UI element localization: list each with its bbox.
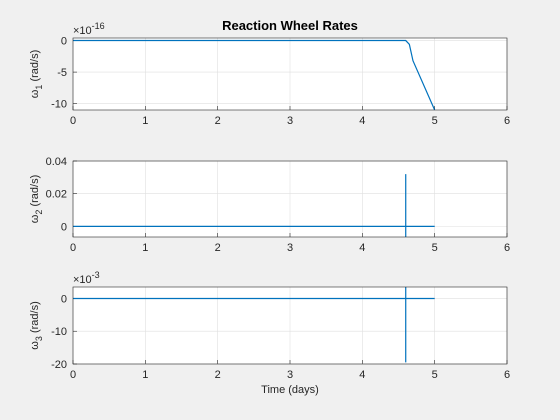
series-line bbox=[73, 39, 436, 111]
y-label-unit: (rad/s) bbox=[29, 175, 41, 210]
x-tick-label: 6 bbox=[504, 242, 510, 254]
subplot-3: 0 1 2 3 4 5 60-10-20×10-3ω3 (rad/s)Time (days) bbox=[29, 270, 510, 396]
x-tick-label: 0 bbox=[70, 115, 76, 127]
y-label-unit: (rad/s) bbox=[29, 50, 41, 85]
y-tick-label: 0.02 bbox=[46, 189, 67, 201]
y-tick-label: 0 bbox=[61, 293, 67, 305]
x-tick-label: 1 bbox=[142, 115, 148, 127]
x-tick-label: 3 bbox=[287, 369, 293, 381]
x-tick-label: 1 bbox=[142, 369, 148, 381]
exponent-power: -16 bbox=[92, 21, 105, 31]
y-label-subscript: 3 bbox=[34, 336, 44, 341]
y-tick-label: -10 bbox=[51, 326, 67, 338]
x-tick-label: 2 bbox=[215, 369, 221, 381]
x-tick-label: 5 bbox=[432, 369, 438, 381]
chart-title: Reaction Wheel Rates bbox=[222, 18, 358, 33]
y-tick-label: 0.04 bbox=[46, 156, 67, 168]
x-tick-label: 2 bbox=[215, 242, 221, 254]
x-tick-label: 4 bbox=[359, 115, 365, 127]
x-tick-label: 2 bbox=[215, 115, 221, 127]
y-label-subscript: 2 bbox=[34, 210, 44, 215]
y-label-symbol: ω bbox=[29, 341, 41, 350]
x-tick-label: 4 bbox=[359, 242, 365, 254]
exponent-base: ×10 bbox=[73, 25, 92, 37]
x-tick-label: 3 bbox=[287, 115, 293, 127]
y-label-subscript: 1 bbox=[34, 85, 44, 90]
y-axis-label: ω3 (rad/s) bbox=[29, 301, 44, 349]
x-tick-label: 0 bbox=[70, 369, 76, 381]
y-tick-label: -20 bbox=[51, 359, 67, 371]
y-tick-label: -10 bbox=[51, 99, 67, 111]
exponent-base: ×10 bbox=[73, 274, 92, 286]
x-tick-label: 5 bbox=[432, 242, 438, 254]
y-label-symbol: ω bbox=[29, 89, 41, 98]
x-tick-label: 4 bbox=[359, 369, 365, 381]
axes-box bbox=[72, 286, 508, 365]
y-tick-label: 0 bbox=[61, 221, 67, 233]
x-tick-label: 3 bbox=[287, 242, 293, 254]
y-axis-label: ω1 (rad/s) bbox=[29, 50, 44, 98]
axis-exponent-label: ×10-16 bbox=[73, 21, 105, 37]
y-label-unit: (rad/s) bbox=[29, 301, 41, 336]
exponent-power: -3 bbox=[92, 270, 100, 280]
x-tick-label: 1 bbox=[142, 242, 148, 254]
y-tick-label: 0 bbox=[61, 36, 67, 48]
x-tick-label: 6 bbox=[504, 369, 510, 381]
x-tick-label: 5 bbox=[432, 115, 438, 127]
x-tick-label: 6 bbox=[504, 115, 510, 127]
x-tick-label: 0 bbox=[70, 242, 76, 254]
y-axis-label: ω2 (rad/s) bbox=[29, 175, 44, 223]
x-axis-label: Time (days) bbox=[261, 384, 319, 396]
y-label-symbol: ω bbox=[29, 214, 41, 223]
axes-box bbox=[72, 37, 508, 111]
y-tick-label: -5 bbox=[57, 67, 67, 79]
axis-exponent-label: ×10-3 bbox=[73, 270, 100, 286]
series-line bbox=[73, 174, 435, 237]
axes-box bbox=[72, 160, 508, 238]
series-line bbox=[73, 287, 435, 363]
